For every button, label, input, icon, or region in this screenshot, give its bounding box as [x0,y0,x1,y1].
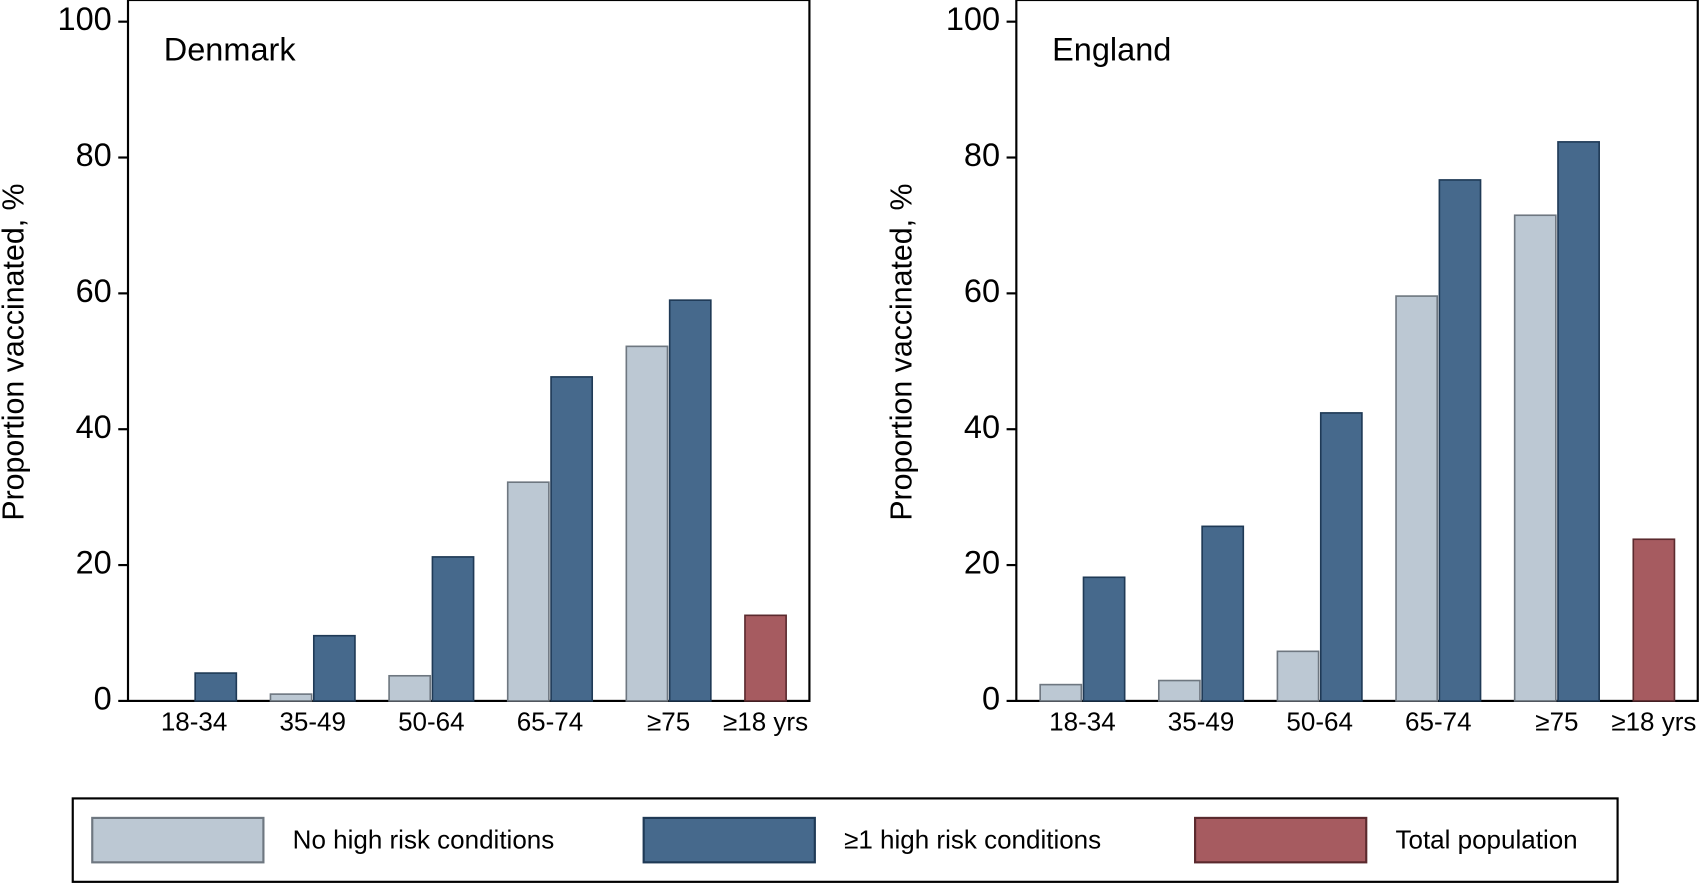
x-tick-label: 65-74 [1405,707,1472,737]
bar [1438,179,1482,702]
legend-label: Total population [1396,825,1578,855]
x-tick-label: 18-34 [1049,707,1116,737]
y-tick-label: 0 [982,680,1000,716]
bar [1082,576,1126,702]
bar [388,674,432,702]
y-tick-label: 20 [964,545,1000,581]
bar [1632,538,1676,702]
x-tick-label: 50-64 [1286,707,1353,737]
x-tick-label: 65-74 [517,707,583,737]
legend-swatch [91,816,265,864]
x-tick-label: 18-34 [161,707,228,737]
chart-title: England [1052,32,1171,68]
bar [506,481,550,702]
x-tick-label: 50-64 [398,707,465,737]
legend-label: ≥1 high risk conditions [844,825,1101,855]
y-tick-label: 60 [76,273,112,309]
x-tick-label: 35-49 [1168,707,1235,737]
x-tick-label: ≥75 [1535,707,1578,737]
bar [1513,214,1557,702]
bar [312,634,356,702]
legend-label: No high risk conditions [293,825,555,855]
y-tick-label: 0 [94,680,112,716]
y-tick-label: 20 [76,545,112,581]
bar [744,614,787,702]
legend-swatch [642,816,816,864]
bar [1319,412,1363,702]
x-tick-label: ≥18 yrs [723,707,808,737]
bar [269,693,313,702]
bar [1276,650,1320,702]
y-tick-label: 80 [76,137,112,173]
y-axis-title: Proportion vaccinated, % [886,183,919,520]
bar [1157,679,1201,702]
y-tick-label: 60 [964,273,1000,309]
bar [1039,683,1083,702]
bar [550,376,594,702]
y-tick-label: 40 [964,409,1000,445]
bar [1201,525,1245,702]
bar [431,556,475,702]
y-tick-label: 100 [946,1,1000,37]
y-tick-label: 80 [964,137,1000,173]
y-axis-title: Proportion vaccinated, % [0,183,30,520]
bar [625,345,669,702]
bar [1557,141,1600,702]
chart-title: Denmark [164,32,297,68]
legend-box [71,797,1619,883]
x-tick-label: 35-49 [279,707,346,737]
legend-swatch [1194,816,1368,864]
bar [668,299,712,702]
y-tick-label: 100 [58,1,112,37]
y-tick-label: 40 [76,409,112,445]
bar [1395,295,1439,702]
x-tick-label: ≥18 yrs [1611,707,1696,737]
bar [194,672,238,702]
x-tick-label: ≥75 [647,707,690,737]
